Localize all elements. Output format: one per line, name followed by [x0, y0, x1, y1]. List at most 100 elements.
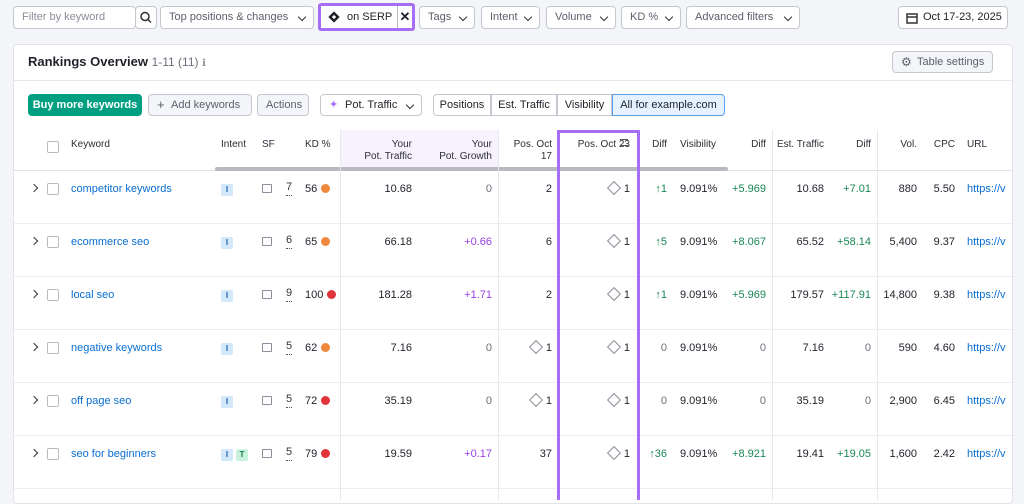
column-header[interactable]: Intent — [221, 139, 261, 151]
pot-traffic-button[interactable]: ✦Pot. Traffic — [320, 94, 422, 116]
row-checkbox[interactable] — [47, 395, 59, 407]
value: local seo — [71, 289, 114, 301]
sf-count[interactable]: 5 — [286, 391, 292, 408]
chip-label: on SERP — [347, 11, 392, 23]
intent-cell: I — [221, 232, 261, 252]
pot-traffic-cell: 19.59 — [342, 444, 412, 464]
kd-value: 65 — [305, 236, 317, 248]
value: negative keywords — [71, 342, 162, 354]
row-checkbox[interactable] — [47, 448, 59, 460]
column-header[interactable]: SF — [262, 139, 302, 151]
row-checkbox[interactable] — [47, 342, 59, 354]
keyword-cell[interactable]: off page seo — [71, 391, 211, 411]
est-traffic-cell: 35.19 — [775, 391, 824, 411]
url-cell[interactable]: https://v — [967, 391, 1019, 411]
intent-cell: I — [221, 338, 261, 358]
url-cell[interactable]: https://v — [967, 179, 1019, 199]
view-tab[interactable]: Est. Traffic — [491, 94, 557, 116]
column-header[interactable]: Est. Traffic — [775, 139, 824, 151]
keyword-cell[interactable]: local seo — [71, 285, 211, 305]
filter-dropdown[interactable]: Tags — [419, 6, 475, 29]
value: 35.19 — [796, 395, 824, 407]
value: 9.091% — [680, 395, 717, 407]
value: 9.091% — [680, 236, 717, 248]
view-tab[interactable]: Visibility — [557, 94, 612, 116]
value: 2 — [546, 289, 552, 301]
value: +0.17 — [464, 448, 492, 460]
column-header[interactable]: Your Pot. Growth — [420, 139, 492, 163]
actions-button[interactable]: Actions — [257, 94, 309, 116]
value: +5.969 — [732, 289, 766, 301]
column-header[interactable]: CPC — [926, 139, 955, 151]
filter-dropdown[interactable]: Volume — [546, 6, 616, 29]
value: 5,400 — [889, 236, 917, 248]
intent-cell: I — [221, 179, 261, 199]
position-filter[interactable]: Top positions & changes — [160, 6, 314, 29]
column-header[interactable]: Your Pot. Traffic — [342, 139, 412, 163]
value: 19.41 — [796, 448, 824, 460]
url-cell[interactable]: https://v — [967, 232, 1019, 252]
value: 0 — [865, 395, 871, 407]
divider — [14, 80, 1012, 81]
column-header[interactable]: URL — [967, 139, 1024, 151]
kd-dot — [327, 290, 336, 299]
value: +5.969 — [732, 183, 766, 195]
row-checkbox[interactable] — [47, 183, 59, 195]
column-header[interactable]: Diff — [730, 139, 766, 151]
search-button[interactable] — [135, 6, 157, 29]
table-settings[interactable]: ⚙Table settings — [892, 51, 993, 73]
search-input[interactable]: Filter by keyword — [13, 6, 136, 29]
filter-dropdown[interactable]: Intent — [481, 6, 540, 29]
view-tab[interactable]: Positions — [433, 94, 491, 116]
buy-button[interactable]: Buy more keywords — [28, 94, 142, 116]
view-tab[interactable]: All for example.com — [612, 94, 725, 116]
value: ↑1 — [655, 289, 667, 301]
sf-count[interactable]: 5 — [286, 338, 292, 355]
pot-growth-cell: +0.66 — [420, 232, 492, 252]
filter-dropdown[interactable]: KD % — [621, 6, 681, 29]
cpc-cell: 9.38 — [926, 285, 955, 305]
column-header[interactable]: Visibility — [680, 139, 722, 151]
column-header[interactable]: Diff — [830, 139, 871, 151]
est-diff-cell: +117.91 — [830, 285, 871, 305]
value: +7.01 — [843, 183, 871, 195]
header-checkbox[interactable] — [47, 141, 59, 153]
keyword-cell[interactable]: competitor keywords — [71, 179, 211, 199]
value: +117.91 — [832, 289, 871, 301]
date-picker[interactable]: Oct 17-23, 2025 — [898, 6, 1008, 29]
value: 9.37 — [934, 236, 955, 248]
cpc-cell: 5.50 — [926, 179, 955, 199]
add-label: Add keywords — [171, 99, 240, 111]
sf-count[interactable]: 5 — [286, 444, 292, 461]
est-traffic-cell: 65.52 — [775, 232, 824, 252]
keyword-cell[interactable]: negative keywords — [71, 338, 211, 358]
row-checkbox[interactable] — [47, 289, 59, 301]
value: 6 — [546, 236, 552, 248]
filter-dropdown[interactable]: Advanced filters — [686, 6, 800, 29]
sf-count[interactable]: 9 — [286, 285, 292, 302]
keyword-cell[interactable]: seo for beginners — [71, 444, 211, 464]
value: ↑5 — [655, 236, 667, 248]
column-header[interactable]: KD % — [305, 139, 339, 151]
volume-cell: 2,900 — [880, 391, 917, 411]
cpc-cell: 6.45 — [926, 391, 955, 411]
add-button[interactable]: +Add keywords — [148, 94, 252, 116]
page: Filter by keyword Top positions & change… — [0, 0, 1024, 491]
intent-badge: I — [221, 184, 233, 196]
row-checkbox[interactable] — [47, 236, 59, 248]
value: +8.067 — [732, 236, 766, 248]
column-header[interactable]: Vol. — [880, 139, 917, 151]
value: 590 — [899, 342, 917, 354]
sf-count[interactable]: 6 — [286, 232, 292, 249]
serp-chip[interactable]: on SERP ✕ — [318, 3, 415, 31]
url-cell[interactable]: https://v — [967, 285, 1019, 305]
url-cell[interactable]: https://v — [967, 444, 1019, 464]
column-header[interactable]: Keyword — [71, 139, 211, 151]
chip-remove[interactable]: ✕ — [397, 6, 412, 28]
column-header[interactable]: Diff — [640, 139, 667, 151]
sf-count[interactable]: 7 — [286, 179, 292, 196]
url-cell[interactable]: https://v — [967, 338, 1019, 358]
keyword-cell[interactable]: ecommerce seo — [71, 232, 211, 252]
column-header[interactable]: Pos. Oct 17 — [500, 139, 552, 163]
value: https://v — [967, 289, 1006, 301]
